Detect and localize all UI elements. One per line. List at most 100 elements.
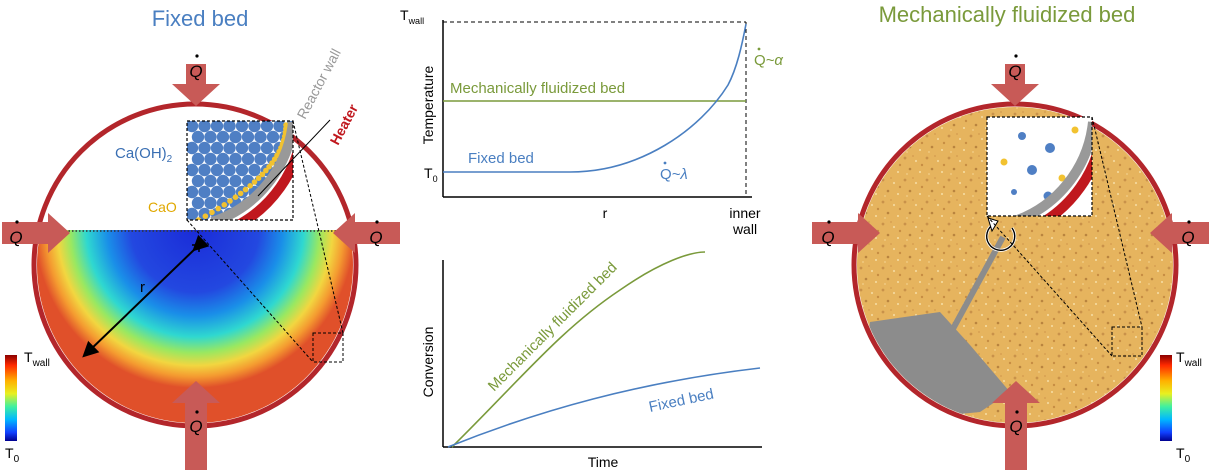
fixed-bed-panel: Fixed bed r Q Q Q xyxy=(2,6,400,470)
fluidized-bed-title: Mechanically fluidized bed xyxy=(879,2,1136,27)
svg-text:Q: Q xyxy=(369,228,382,247)
calcium-hydroxide-particle xyxy=(216,174,230,188)
calcium-hydroxide-particle xyxy=(229,174,242,188)
calcium-hydroxide-particle xyxy=(254,130,267,144)
temperature-plot: Temperature Twall T0 r inner wall Mechan… xyxy=(400,7,783,237)
temperature-scale-right xyxy=(1160,355,1172,441)
calcium-hydroxide-particle xyxy=(248,163,261,177)
calcium-hydroxide-particle xyxy=(187,185,199,199)
conv-xlabel: Time xyxy=(588,454,619,470)
calcium-hydroxide-particle xyxy=(210,185,224,199)
heater-pointer xyxy=(257,119,331,197)
fluid-heat-arrow-bottom: Q xyxy=(992,381,1040,470)
calcium-oxide-particle xyxy=(195,217,202,220)
calcium-hydroxide-particle xyxy=(248,121,261,133)
calcium-oxide-particle xyxy=(259,171,266,178)
conv-series-fluidized xyxy=(451,251,706,448)
calcium-hydroxide-particle xyxy=(204,152,217,166)
svg-text:Q: Q xyxy=(821,228,834,247)
radius-label: r xyxy=(140,279,145,296)
fluid-heat-arrow-right: Q xyxy=(1150,213,1209,253)
scale-top-label: Twall xyxy=(24,349,50,369)
conv-series-fixed xyxy=(447,367,761,448)
calcium-hydroxide-particle xyxy=(204,130,217,144)
calcium-hydroxide-particle xyxy=(260,121,274,133)
calcium-hydroxide-particle xyxy=(266,130,280,144)
fluid-scale-bottom-label: T0 xyxy=(1176,445,1191,465)
calcium-hydroxide-particle xyxy=(229,130,242,144)
calcium-hydroxide-particle xyxy=(191,130,205,144)
svg-text:Q: Q xyxy=(1181,228,1194,247)
calcium-oxide-particle xyxy=(251,179,258,185)
svg-text:Q~λ: Q~λ xyxy=(660,166,688,183)
calcium-hydroxide-particle xyxy=(235,121,249,133)
calcium-hydroxide-particle xyxy=(210,121,224,133)
calcium-oxide-particle xyxy=(247,183,253,189)
calcium-hydroxide-particle xyxy=(198,121,211,133)
species-product-label: CaO xyxy=(148,199,177,215)
calcium-hydroxide-particle xyxy=(223,185,236,199)
calcium-oxide-particle xyxy=(266,164,272,170)
calcium-hydroxide-particle xyxy=(223,141,236,155)
conv-label-fluidized: Mechanically fluidized bed xyxy=(485,259,621,395)
heater-label: Heater xyxy=(327,101,362,147)
fixed-bed-title: Fixed bed xyxy=(152,6,249,31)
temp-series-fixed xyxy=(443,23,747,173)
temp-ann-fluidized: Q~α xyxy=(754,47,783,69)
calcium-hydroxide-particle xyxy=(235,141,249,155)
calcium-hydroxide-particle xyxy=(216,130,230,144)
heat-arrow-left: Q xyxy=(2,213,70,253)
temp-y-top: Twall xyxy=(400,7,424,26)
calcium-hydroxide-particle xyxy=(241,152,255,166)
fluid-zoom-region-box xyxy=(1111,326,1143,357)
zoom-region-box xyxy=(312,332,344,363)
calcium-hydroxide-particle xyxy=(187,207,199,220)
calcium-hydroxide-particle xyxy=(216,152,230,166)
calcium-hydroxide-particle xyxy=(191,174,205,188)
calcium-hydroxide-particle xyxy=(187,141,199,155)
calcium-hydroxide-particle xyxy=(273,121,286,133)
rotation-icon xyxy=(985,217,1017,252)
fluidized-bed-inset xyxy=(986,116,1093,217)
calcium-hydroxide-particle xyxy=(304,131,316,143)
calcium-oxide-particle xyxy=(209,209,215,216)
svg-text:Q: Q xyxy=(9,228,22,247)
calcium-hydroxide-particle xyxy=(235,163,249,177)
radius-arrow xyxy=(82,234,210,358)
calcium-oxide-particle xyxy=(237,190,244,197)
calcium-hydroxide-particle xyxy=(223,163,236,177)
svg-text:Q: Q xyxy=(189,62,202,81)
calcium-hydroxide-particle xyxy=(298,120,310,132)
calcium-oxide-particle xyxy=(255,175,262,181)
heat-arrow-top: Q xyxy=(172,54,220,106)
calcium-hydroxide-particle xyxy=(210,141,224,155)
calcium-hydroxide-particle xyxy=(210,163,224,177)
species-main-label: Ca(OH)2 xyxy=(115,145,173,165)
conv-label-fixed: Fixed bed xyxy=(647,386,715,416)
calcium-hydroxide-particle xyxy=(229,152,242,166)
calcium-oxide-particle xyxy=(263,167,269,174)
calcium-hydroxide-particle xyxy=(223,121,236,133)
fluid-heat-arrow-top: Q xyxy=(991,54,1039,106)
temp-x-end-2: wall xyxy=(732,221,757,237)
temp-ann-fixed: Q~λ xyxy=(660,161,688,183)
conversion-plot: Conversion Time Mechanically fluidized b… xyxy=(420,251,762,470)
calcium-hydroxide-particle xyxy=(260,141,274,155)
calcium-hydroxide-particle xyxy=(198,185,211,199)
conv-ylabel: Conversion xyxy=(420,327,436,398)
calcium-oxide-particle xyxy=(215,205,222,212)
temp-label-fixed: Fixed bed xyxy=(468,150,534,167)
calcium-oxide-particle xyxy=(227,198,233,204)
reactor-wall-label: Reactor wall xyxy=(294,46,344,122)
calcium-hydroxide-particle xyxy=(204,174,217,188)
calcium-hydroxide-particle xyxy=(198,141,211,155)
fluid-heat-arrow-left: Q xyxy=(812,213,880,253)
calcium-hydroxide-particle xyxy=(254,152,267,166)
heat-arrow-bottom: Q xyxy=(172,381,220,470)
svg-text:Q~α: Q~α xyxy=(754,52,783,69)
calcium-hydroxide-particle xyxy=(241,130,255,144)
calcium-hydroxide-particle xyxy=(191,196,205,210)
calcium-oxide-particle xyxy=(202,213,209,219)
calcium-oxide-particle xyxy=(232,194,239,200)
